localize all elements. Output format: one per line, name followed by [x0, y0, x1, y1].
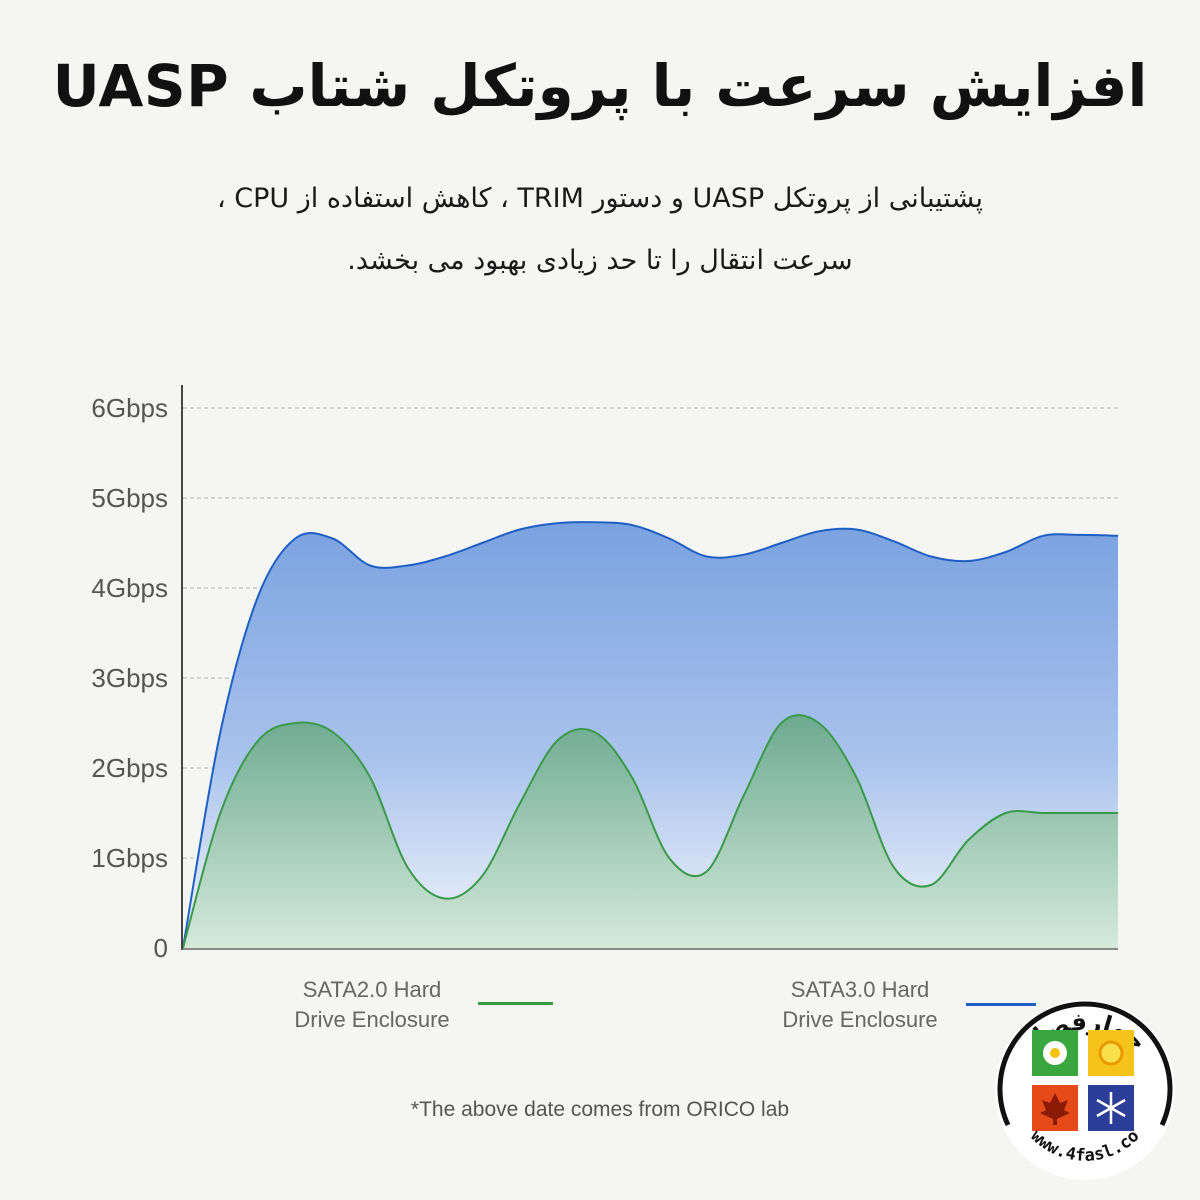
y-tick-label: 6Gbps	[91, 393, 168, 423]
legend-sata3-label: SATA3.0 Hard Drive Enclosure	[782, 977, 938, 1032]
subtitle-line-2: سرعت انتقال را تا حد زیادی بهبود می بخشد…	[347, 245, 853, 276]
sun-icon	[1098, 1040, 1124, 1066]
subtitle-line-1: پشتیبانی از پروتکل UASP و دستور TRIM ، ک…	[216, 183, 984, 214]
legend-sata3-swatch	[966, 1003, 1036, 1006]
series-line-1	[182, 714, 1118, 949]
y-tick-label: 5Gbps	[91, 483, 168, 513]
page-title: افزایش سرعت با پروتکل شتاب UASP	[52, 52, 1148, 120]
area-layer	[182, 521, 1119, 949]
series-area-0	[183, 522, 1118, 948]
y-tick-label: 3Gbps	[91, 663, 168, 693]
y-tick-label: 2Gbps	[91, 753, 168, 783]
legend-sata2-swatch	[478, 1002, 553, 1005]
brand-logo: چهارفصل www.4fasl.co	[995, 1000, 1175, 1180]
y-tick-label: 1Gbps	[91, 843, 168, 873]
series-line-0	[182, 521, 1119, 949]
y-tick-label: 0	[154, 933, 168, 963]
footnote: *The above date comes from ORICO lab	[410, 1098, 790, 1121]
legend-sata2-label: SATA2.0 Hard Drive Enclosure	[294, 977, 450, 1032]
series-area-1	[183, 715, 1118, 948]
speed-area-chart: 0 1Gbps 2Gbps 3Gbps 4Gbps 5Gbps 6Gbps	[91, 385, 1119, 963]
maple-leaf-icon	[1040, 1093, 1070, 1125]
y-tick-label: 4Gbps	[91, 573, 168, 603]
page-subtitle: پشتیبانی از پروتکل UASP و دستور TRIM ، ک…	[150, 168, 1050, 292]
snowflake-icon	[1096, 1092, 1126, 1124]
y-axis-ticks: 0 1Gbps 2Gbps 3Gbps 4Gbps 5Gbps 6Gbps	[91, 393, 168, 963]
